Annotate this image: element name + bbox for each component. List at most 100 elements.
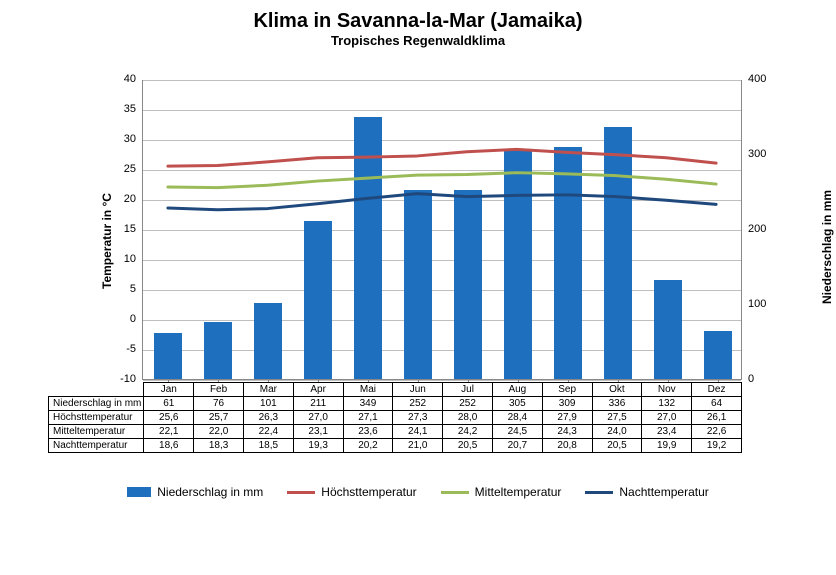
legend: Niederschlag in mm Höchsttemperatur Mittel…	[20, 485, 816, 499]
y-tick-right: 300	[748, 148, 766, 160]
legend-line-icon	[585, 491, 613, 494]
month-header: Okt	[592, 383, 642, 397]
table-cell: 28,4	[492, 411, 542, 425]
table-cell: 19,2	[692, 439, 742, 453]
table-cell: 336	[592, 397, 642, 411]
row-label: Höchsttemperatur	[49, 411, 144, 425]
table-cell: 211	[293, 397, 343, 411]
table-cell: 28,0	[443, 411, 493, 425]
y-tick-left: -5	[108, 343, 136, 355]
table-cell: 20,8	[542, 439, 592, 453]
table-cell: 20,2	[343, 439, 393, 453]
table-cell: 27,5	[592, 411, 642, 425]
legend-box-icon	[127, 487, 151, 497]
y-tick-right: 400	[748, 73, 766, 85]
legend-label: Nachttemperatur	[619, 485, 708, 499]
month-header: Jun	[393, 383, 443, 397]
month-header: Mai	[343, 383, 393, 397]
table-cell: 21,0	[393, 439, 443, 453]
table-cell: 252	[393, 397, 443, 411]
legend-label: Höchsttemperatur	[321, 485, 416, 499]
table-cell: 305	[492, 397, 542, 411]
table-cell: 20,5	[443, 439, 493, 453]
y-tick-right: 100	[748, 298, 766, 310]
month-header: Dez	[692, 383, 742, 397]
table-cell: 22,4	[243, 425, 293, 439]
table-cell: 27,0	[293, 411, 343, 425]
table-cell: 23,6	[343, 425, 393, 439]
plot-area	[142, 80, 742, 380]
table-cell: 19,3	[293, 439, 343, 453]
table-cell: 22,0	[194, 425, 244, 439]
month-header: Sep	[542, 383, 592, 397]
table-cell: 20,5	[592, 439, 642, 453]
table-cell: 61	[144, 397, 194, 411]
line-Nachttemperatur	[168, 194, 716, 210]
month-header: Jul	[443, 383, 493, 397]
legend-item: Niederschlag in mm	[127, 485, 263, 499]
legend-label: Mitteltemperatur	[475, 485, 562, 499]
y-tick-left: 5	[108, 283, 136, 295]
y-tick-left: -10	[108, 373, 136, 385]
month-header: Aug	[492, 383, 542, 397]
table-cell: 27,3	[393, 411, 443, 425]
climate-chart: Klima in Savanna-la-Mar (Jamaika) Tropis…	[20, 10, 816, 565]
table-cell: 26,1	[692, 411, 742, 425]
month-header: Jan	[144, 383, 194, 397]
table-cell: 25,6	[144, 411, 194, 425]
table-cell: 24,5	[492, 425, 542, 439]
table-cell: 252	[443, 397, 493, 411]
table-cell: 27,9	[542, 411, 592, 425]
month-header: Feb	[194, 383, 244, 397]
y-tick-left: 20	[108, 193, 136, 205]
table-cell: 19,9	[642, 439, 692, 453]
row-label: Mitteltemperatur	[49, 425, 144, 439]
y-tick-left: 30	[108, 133, 136, 145]
table-cell: 24,3	[542, 425, 592, 439]
table-cell: 25,7	[194, 411, 244, 425]
table-cell: 27,1	[343, 411, 393, 425]
table-cell: 309	[542, 397, 592, 411]
row-label: Nachttemperatur	[49, 439, 144, 453]
y-tick-right: 0	[748, 373, 754, 385]
table-cell: 27,0	[642, 411, 692, 425]
y-tick-left: 15	[108, 223, 136, 235]
table-cell: 101	[243, 397, 293, 411]
line-Mitteltemperatur	[168, 173, 716, 188]
y-tick-left: 25	[108, 163, 136, 175]
table-cell: 349	[343, 397, 393, 411]
table-cell: 76	[194, 397, 244, 411]
table-cell: 22,1	[144, 425, 194, 439]
table-cell: 18,3	[194, 439, 244, 453]
legend-line-icon	[441, 491, 469, 494]
month-header: Mar	[243, 383, 293, 397]
legend-item: Nachttemperatur	[585, 485, 708, 499]
table-cell: 132	[642, 397, 692, 411]
y-tick-left: 0	[108, 313, 136, 325]
legend-line-icon	[287, 491, 315, 494]
y-tick-left: 35	[108, 103, 136, 115]
table-cell: 23,1	[293, 425, 343, 439]
legend-item: Mitteltemperatur	[441, 485, 562, 499]
y-tick-left: 40	[108, 73, 136, 85]
chart-title: Klima in Savanna-la-Mar (Jamaika)	[20, 10, 816, 33]
chart-subtitle: Tropisches Regenwaldklima	[20, 33, 816, 48]
table-cell: 24,2	[443, 425, 493, 439]
table-cell: 24,1	[393, 425, 443, 439]
table-cell: 22,6	[692, 425, 742, 439]
table-cell: 18,5	[243, 439, 293, 453]
y-tick-left: 10	[108, 253, 136, 265]
data-table: JanFebMarAprMaiJunJulAugSepOktNovDez Nied…	[48, 382, 742, 453]
month-header: Nov	[642, 383, 692, 397]
table-cell: 18,6	[144, 439, 194, 453]
line-Höchsttemperatur	[168, 149, 716, 166]
table-cell: 23,4	[642, 425, 692, 439]
y-tick-right: 200	[748, 223, 766, 235]
row-label: Niederschlag in mm	[49, 397, 144, 411]
table-cell: 24,0	[592, 425, 642, 439]
table-cell: 64	[692, 397, 742, 411]
line-series-layer	[143, 80, 741, 379]
y-axis-right-label: Niederschlag in mm	[820, 154, 834, 304]
month-header: Apr	[293, 383, 343, 397]
table-cell: 26,3	[243, 411, 293, 425]
